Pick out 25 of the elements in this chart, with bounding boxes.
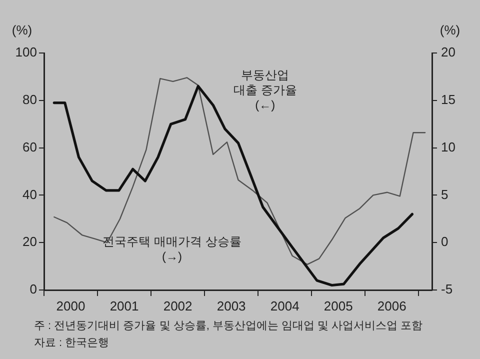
- y2-tick-label: 10: [441, 139, 456, 154]
- y-tick-label: 20: [22, 234, 37, 250]
- y2-tick-label: 15: [441, 92, 456, 107]
- x-tick-label: 2002: [163, 298, 192, 314]
- y-tick-label: 100: [15, 44, 37, 60]
- y2-axis-title: (%): [440, 22, 460, 38]
- x-tick-label: 2006: [377, 298, 406, 314]
- x-tick-label: 2004: [270, 298, 300, 314]
- y-axis-title: (%): [12, 22, 32, 38]
- y-tick-label: 80: [22, 92, 37, 107]
- x-tick-label: 2005: [324, 298, 353, 314]
- y2-tick-label: 20: [441, 44, 456, 60]
- series-label: 전국주택 매매가격 상승률 (→): [102, 234, 242, 264]
- y-tick-label: 60: [22, 139, 37, 154]
- y2-tick-label: 5: [441, 186, 448, 202]
- x-tick-label: 2000: [56, 298, 86, 314]
- x-tick-label: 2001: [110, 298, 139, 314]
- text: 자료 : 한국은행: [34, 337, 110, 350]
- text: 주 : 전년동기대비 증가율 및 상승률, 부동산업에는 임대업 및 사업서비스업 포함: [34, 320, 423, 332]
- y2-tick-label: -5: [441, 282, 453, 297]
- y-tick-label: 40: [22, 186, 37, 202]
- series-label: 부동산업 대출 증가율 (←): [233, 68, 297, 112]
- y2-tick-label: 0: [441, 234, 448, 250]
- y-tick-label: 0: [30, 282, 37, 297]
- x-tick-label: 2003: [216, 298, 246, 314]
